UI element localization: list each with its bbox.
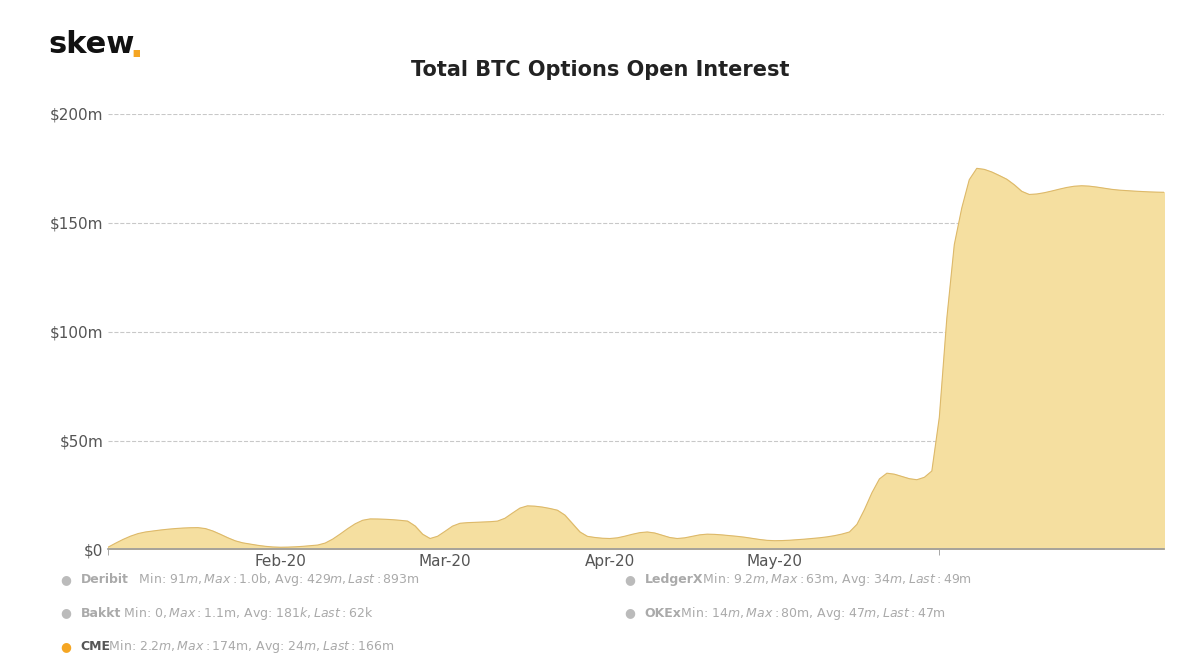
Text: CME: CME <box>80 640 110 653</box>
Text: ●: ● <box>60 573 71 586</box>
Text: Deribit: Deribit <box>80 573 128 586</box>
Text: Min: $91m, Max: $1.0b, Avg: $429m, Last: $893m: Min: $91m, Max: $1.0b, Avg: $429m, Last:… <box>134 571 419 588</box>
Text: ●: ● <box>624 573 635 586</box>
Text: ●: ● <box>624 606 635 620</box>
Text: ●: ● <box>60 640 71 653</box>
Text: OKEx: OKEx <box>644 606 682 620</box>
Text: Min: $9.2m, Max: $63m, Avg: $34m, Last: $49m: Min: $9.2m, Max: $63m, Avg: $34m, Last: … <box>698 571 971 588</box>
Text: ●: ● <box>60 606 71 620</box>
Text: Total BTC Options Open Interest: Total BTC Options Open Interest <box>410 60 790 80</box>
Text: skew: skew <box>48 30 134 59</box>
Text: .: . <box>130 30 143 64</box>
Text: Bakkt: Bakkt <box>80 606 121 620</box>
Text: Min: $0, Max: $1.1m, Avg: $181k, Last: $62k: Min: $0, Max: $1.1m, Avg: $181k, Last: $… <box>120 604 373 622</box>
Text: Min: $14m, Max: $80m, Avg: $47m, Last: $47m: Min: $14m, Max: $80m, Avg: $47m, Last: $… <box>677 604 944 622</box>
Text: LedgerX: LedgerX <box>644 573 703 586</box>
Text: Min: $2.2m, Max: $174m, Avg: $24m, Last: $166m: Min: $2.2m, Max: $174m, Avg: $24m, Last:… <box>106 638 395 655</box>
